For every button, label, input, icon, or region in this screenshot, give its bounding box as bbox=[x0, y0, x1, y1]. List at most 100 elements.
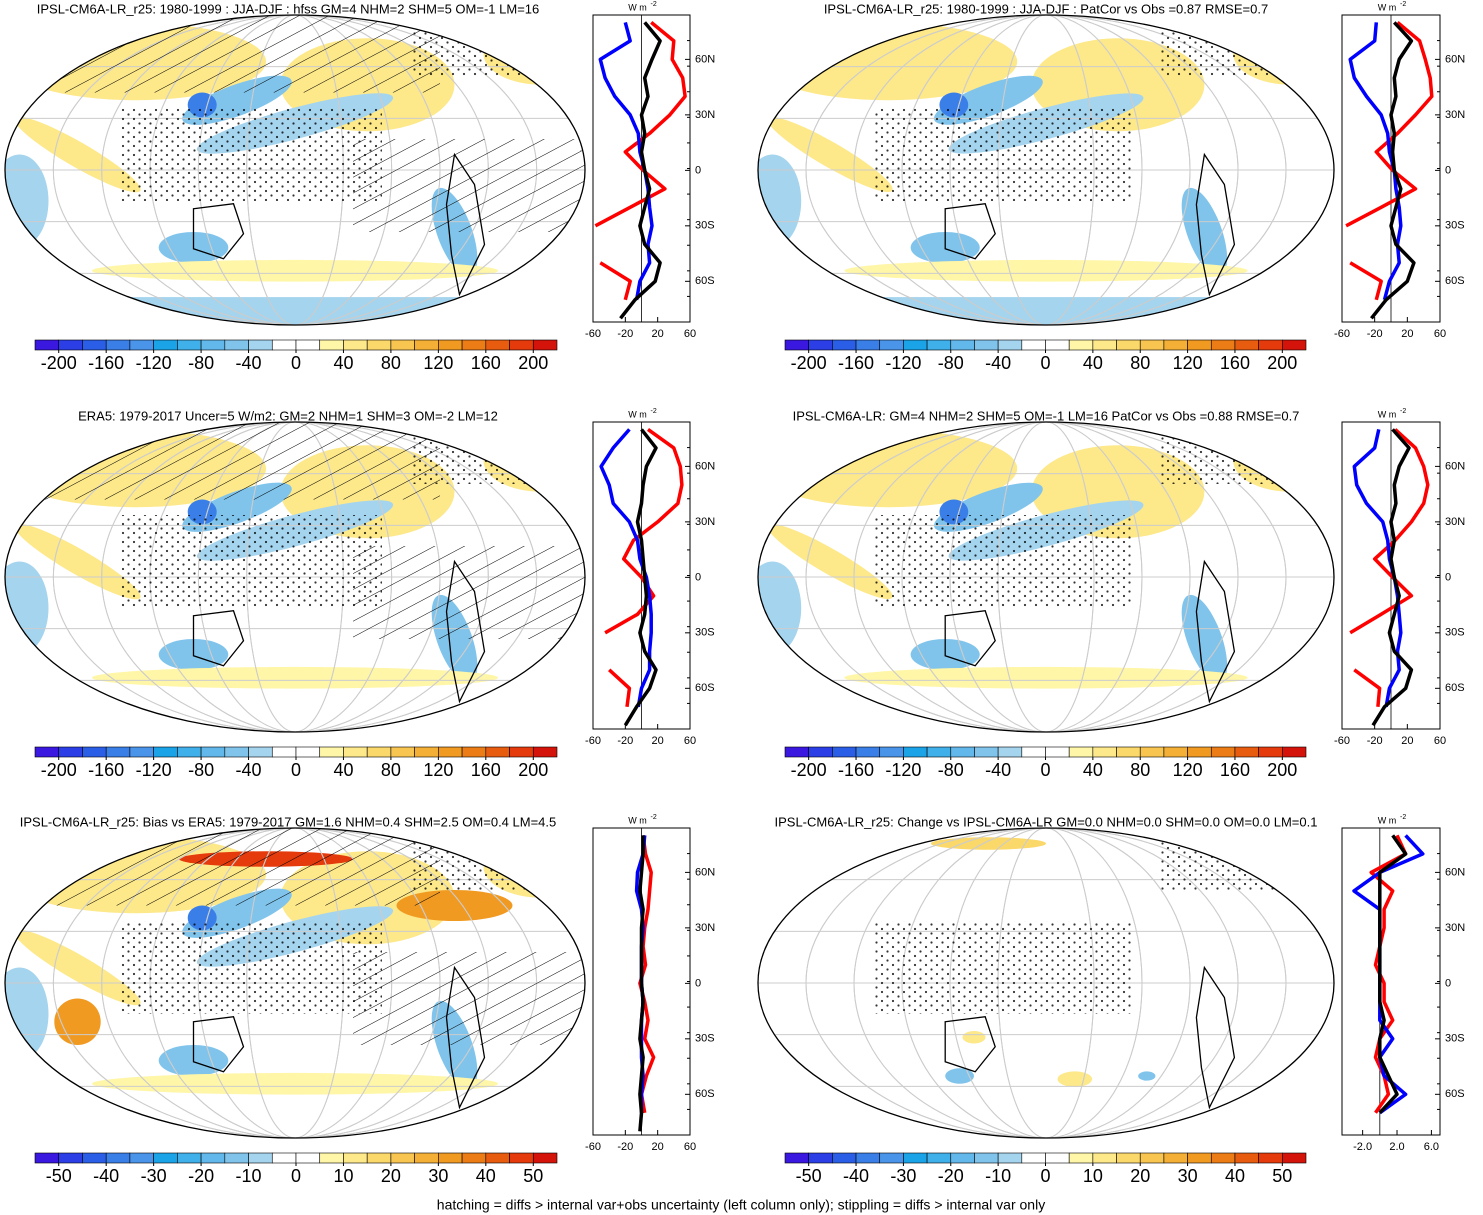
panel-title: IPSL-CM6A-LR_r25: 1980-1999 : JJA-DJF : … bbox=[37, 1, 540, 16]
colorbar-box bbox=[1258, 746, 1283, 758]
field-blob bbox=[5, 561, 49, 655]
colorbar-label: -10 bbox=[236, 1166, 262, 1186]
y-tick-label: 60S bbox=[695, 682, 715, 694]
colorbar-box bbox=[950, 746, 975, 758]
y-tick-label: 60N bbox=[1445, 53, 1465, 65]
hatching bbox=[5, 422, 440, 500]
colorbar-label: 0 bbox=[291, 1166, 301, 1186]
colorbar-label: 30 bbox=[428, 1166, 448, 1186]
panel: IPSL-CM6A-LR_r25: 1980-1999 : JJA-DJF : … bbox=[34, 1, 715, 373]
colorbar-box bbox=[1210, 1152, 1236, 1164]
y-tick-label: 30S bbox=[1445, 1033, 1465, 1045]
colorbar-box bbox=[1021, 1152, 1046, 1164]
colorbar-box bbox=[832, 339, 857, 351]
colorbar-label: -80 bbox=[188, 353, 214, 373]
colorbar-box bbox=[271, 339, 297, 351]
field-blob bbox=[1181, 594, 1228, 684]
colorbar-box bbox=[1139, 339, 1165, 351]
colorbar-label: 40 bbox=[1083, 760, 1103, 780]
y-tick-label: 0 bbox=[695, 164, 701, 176]
colorbar-box bbox=[832, 1152, 857, 1164]
colorbar-box bbox=[248, 1152, 273, 1164]
colorbar-label: -80 bbox=[938, 760, 964, 780]
y-tick-label: 30S bbox=[695, 1033, 715, 1045]
colorbar-box bbox=[224, 339, 249, 351]
colorbar-label: -120 bbox=[136, 353, 172, 373]
colorbar-box bbox=[855, 1152, 881, 1164]
colorbar-box bbox=[177, 1152, 202, 1164]
colorbar-box bbox=[414, 339, 439, 351]
map bbox=[757, 421, 1335, 733]
colorbar-label: -40 bbox=[236, 353, 262, 373]
colorbar-label: 160 bbox=[471, 353, 501, 373]
y-tick-label: 60S bbox=[1445, 275, 1465, 287]
map bbox=[4, 421, 586, 733]
colorbar-label: -50 bbox=[46, 1166, 72, 1186]
map-outline bbox=[4, 421, 586, 733]
field-blob bbox=[844, 666, 1248, 689]
colorbar-box bbox=[153, 339, 178, 351]
stippling bbox=[121, 108, 382, 201]
colorbar-label: 20 bbox=[1130, 1166, 1150, 1186]
x-tick-label: -20 bbox=[617, 328, 633, 340]
y-tick-label: 30N bbox=[695, 109, 715, 121]
map bbox=[4, 827, 586, 1139]
colorbar-box bbox=[926, 746, 952, 758]
colorbar-label: 10 bbox=[1083, 1166, 1103, 1186]
unit-exponent: -2 bbox=[651, 814, 657, 821]
field-blob bbox=[844, 259, 1248, 282]
x-tick-label: 20 bbox=[1401, 735, 1413, 747]
colorbar-label: 80 bbox=[1130, 353, 1150, 373]
colorbar-box bbox=[855, 339, 881, 351]
field-blob bbox=[1181, 187, 1228, 277]
stippling bbox=[873, 921, 1133, 1014]
colorbar-box bbox=[1068, 1152, 1094, 1164]
colorbar-box bbox=[1139, 1152, 1165, 1164]
colorbar-label: -20 bbox=[938, 1166, 964, 1186]
panel: IPSL-CM6A-LR_r25: 1980-1999 : JJA-DJF : … bbox=[784, 1, 1465, 373]
colorbar-box bbox=[58, 1152, 83, 1164]
coastline bbox=[944, 559, 1236, 704]
colorbar-label: -160 bbox=[88, 760, 124, 780]
colorbar-box bbox=[34, 746, 60, 758]
map-outline bbox=[757, 827, 1335, 1139]
field-blob bbox=[767, 116, 893, 193]
y-tick-label: 60S bbox=[1445, 682, 1465, 694]
stippling bbox=[1161, 22, 1277, 77]
map bbox=[4, 14, 586, 326]
colorbar-box bbox=[879, 746, 904, 758]
colorbar-box bbox=[1116, 746, 1141, 758]
colorbar-box bbox=[808, 339, 833, 351]
map-outline bbox=[757, 421, 1335, 733]
colorbar-label: 0 bbox=[291, 353, 301, 373]
zonal-line bbox=[638, 835, 645, 1132]
colorbar-box bbox=[1045, 746, 1070, 758]
colorbar-label: -160 bbox=[838, 760, 874, 780]
colorbar-box bbox=[1092, 339, 1117, 351]
panel: IPSL-CM6A-LR: GM=4 NHM=2 SHM=5 OM=-1 LM=… bbox=[784, 408, 1465, 780]
x-tick-label: 60 bbox=[1434, 328, 1446, 340]
colorbar-box bbox=[485, 339, 510, 351]
colorbar-label: 80 bbox=[381, 353, 401, 373]
colorbar-box bbox=[319, 1152, 344, 1164]
colorbar-box bbox=[1021, 746, 1046, 758]
colorbar-box bbox=[485, 1152, 510, 1164]
map-outline bbox=[4, 14, 586, 326]
unit-label: W m bbox=[1378, 815, 1397, 825]
colorbar-label: -40 bbox=[985, 353, 1011, 373]
x-tick-label: 60 bbox=[684, 735, 696, 747]
x-tick-label: 2.0 bbox=[1389, 1141, 1404, 1153]
field-blob bbox=[758, 561, 802, 655]
colorbar-box bbox=[129, 339, 154, 351]
field-blob bbox=[767, 523, 893, 600]
unit-label: W m bbox=[1378, 2, 1397, 12]
colorbar-box bbox=[509, 339, 534, 351]
zonal-line bbox=[594, 21, 687, 301]
y-tick-label: 30S bbox=[1445, 220, 1465, 232]
colorbar-label: 0 bbox=[1040, 1166, 1050, 1186]
colorbar-box bbox=[784, 339, 809, 351]
colorbar-box bbox=[509, 746, 534, 758]
colorbar-box bbox=[461, 746, 487, 758]
unit-label: W m bbox=[1378, 409, 1397, 419]
colorbar-box bbox=[974, 339, 999, 351]
